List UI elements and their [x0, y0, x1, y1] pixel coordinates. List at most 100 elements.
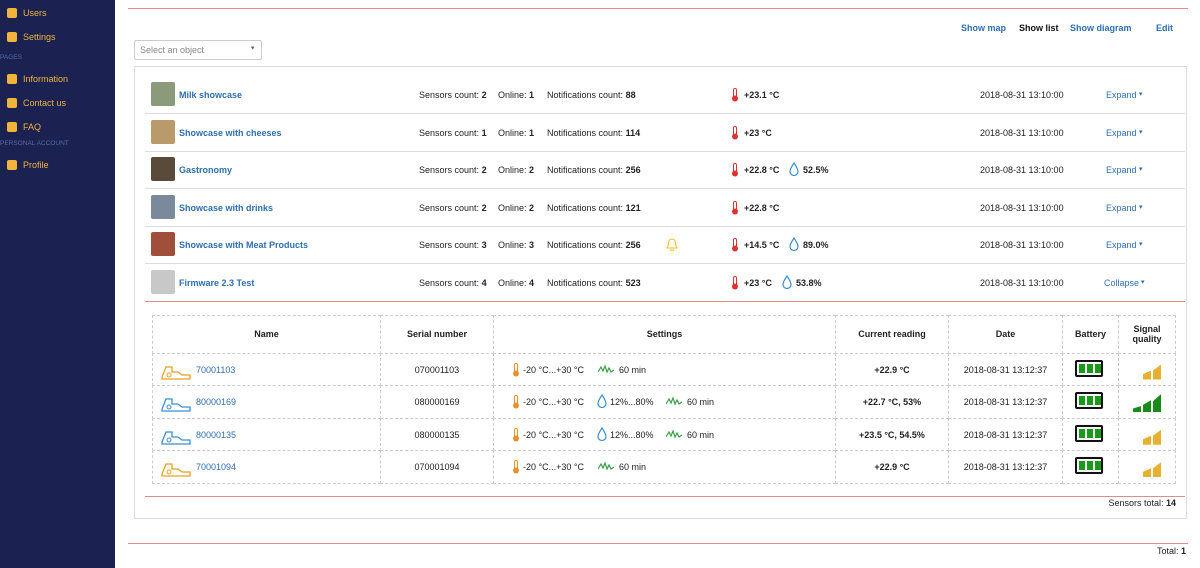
object-name[interactable]: Showcase with drinks	[179, 202, 274, 213]
drop-icon	[782, 274, 792, 291]
table-cell: 2018-08-31 13:12:37	[948, 450, 1063, 484]
thermo-icon-svg	[732, 276, 738, 290]
wave-line	[665, 428, 683, 439]
object-name[interactable]: Firmware 2.3 Test	[179, 278, 255, 288]
nav-section: PAGES	[0, 54, 22, 61]
table-cell: +22.7 °C, 53%	[835, 385, 949, 419]
sensor-shape	[161, 398, 191, 412]
total-label: Total:	[1156, 546, 1179, 556]
stat-value: 3	[481, 240, 487, 251]
battery-cell	[1079, 428, 1085, 438]
sensor-name[interactable]: 80000169	[196, 397, 237, 408]
toolbar-link[interactable]: Show map	[961, 23, 1007, 33]
interval: 60 min	[687, 397, 715, 408]
temperature: +22.8 °C	[744, 165, 780, 176]
toggle[interactable]: Expand	[1106, 165, 1137, 176]
temp-range: -20 °C...+30 °C	[523, 397, 584, 408]
drop-shape	[782, 274, 792, 290]
battery-cell	[1095, 396, 1101, 406]
table-cell: 080000135	[380, 417, 494, 452]
toggle[interactable]: Expand	[1106, 90, 1137, 100]
signal-bar	[1153, 364, 1161, 380]
stat-label: Online:	[498, 165, 527, 176]
nav-item[interactable]: Contact us	[7, 98, 66, 108]
table-cell	[1118, 417, 1176, 452]
sensor-dot	[166, 404, 172, 410]
nav-item[interactable]: Information	[7, 74, 68, 84]
stat-value: 523	[625, 278, 641, 288]
stat-label: Notifications count:	[547, 90, 624, 100]
drop-icon-svg	[782, 274, 792, 290]
object-thumb	[151, 82, 175, 106]
signal-bar	[1133, 406, 1141, 413]
toggle[interactable]: Expand	[1106, 127, 1137, 138]
thermo-icon-svg	[513, 362, 519, 376]
stat-label: Sensors count:	[419, 165, 480, 176]
objects-panel	[134, 66, 1187, 519]
nav-item[interactable]: FAQ	[7, 122, 41, 132]
stat-value: 4	[481, 278, 487, 288]
drop-icon-svg	[597, 426, 607, 441]
sensor-name[interactable]: 70001103	[196, 364, 236, 375]
object-name[interactable]: Showcase with Meat Products	[179, 240, 309, 251]
object-thumb	[151, 119, 175, 144]
interval-icon	[665, 428, 683, 441]
stat-value: 114	[625, 127, 641, 138]
sensor-shape	[161, 463, 191, 477]
thermo-bulb	[732, 283, 738, 290]
date: 2018-08-31 13:12:37	[963, 397, 1048, 408]
sensor-icon	[160, 361, 192, 383]
header-text: Name	[254, 329, 279, 340]
header-text: Serial number	[406, 329, 468, 340]
reading: +22.9 °C	[874, 364, 910, 375]
nav-item[interactable]: Profile	[7, 160, 49, 170]
object-name[interactable]: Gastronomy	[179, 165, 233, 176]
interval-icon	[597, 363, 615, 376]
object-row: Showcase with drinks Sensors count: 2 Onli…	[145, 189, 1185, 227]
datetime: 2018-08-31 13:10:00	[980, 127, 1064, 138]
header-text: Settings	[646, 329, 683, 340]
toggle[interactable]: Expand	[1106, 240, 1137, 251]
toggle[interactable]: Expand	[1106, 202, 1137, 213]
stat-value: 121	[625, 202, 641, 213]
toggle[interactable]: Collapse	[1104, 278, 1140, 288]
object-name[interactable]: Showcase with cheeses	[179, 127, 282, 138]
header-cell: Name	[152, 315, 381, 354]
humidity-range: 12%...80%	[610, 429, 654, 440]
nav-item[interactable]: Users	[7, 8, 47, 18]
humidity: 89.0%	[803, 240, 829, 251]
drop-icon	[789, 162, 799, 178]
wave-line	[597, 461, 615, 471]
stat-value: 1	[529, 90, 535, 100]
battery-cell	[1095, 428, 1101, 438]
temperature: +23.1 °C	[744, 90, 780, 100]
object-select[interactable]: Select an object ▾	[134, 40, 262, 60]
stat-value: 88	[625, 90, 636, 100]
toolbar-link[interactable]: Show list	[1019, 23, 1059, 33]
table-cell: 070001103	[380, 352, 494, 387]
toolbar-link[interactable]: Show diagram	[1070, 23, 1132, 33]
nav-icon	[7, 32, 17, 42]
thermo-icon-svg	[732, 125, 738, 140]
interval: 60 min	[619, 462, 647, 473]
drop-icon	[597, 394, 607, 410]
toolbar-link[interactable]: Edit	[1156, 23, 1173, 33]
signal-bar	[1143, 370, 1151, 380]
nav-item[interactable]: Settings	[7, 32, 56, 42]
header-cell: Battery	[1062, 315, 1119, 354]
stat: Online: 1	[498, 90, 534, 100]
battery-cell	[1095, 461, 1101, 471]
thermo-icon-svg	[732, 88, 738, 102]
sensor-name[interactable]: 70001094	[196, 462, 237, 473]
sensor-name[interactable]: 80000135	[196, 429, 237, 440]
nav-label: FAQ	[23, 122, 42, 132]
stat-value: 4	[529, 278, 535, 288]
drop-shape	[789, 162, 799, 177]
header-cell: Settings	[493, 315, 836, 354]
object-name[interactable]: Milk showcase	[179, 90, 243, 100]
datetime: 2018-08-31 13:10:00	[980, 165, 1064, 176]
thermo-icon	[731, 276, 739, 292]
thermo-bulb	[513, 402, 519, 409]
drop-icon	[789, 237, 799, 253]
